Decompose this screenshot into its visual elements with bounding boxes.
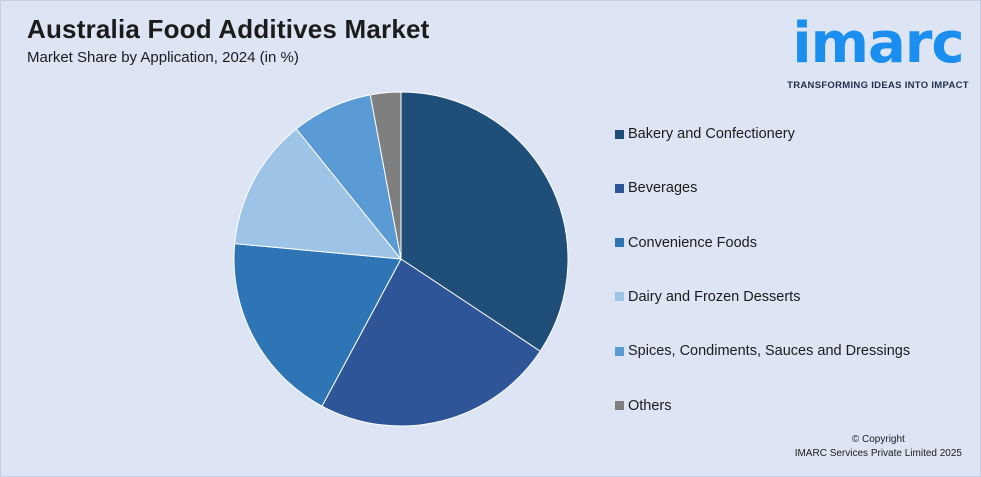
- legend-label: Bakery and Confectionery: [628, 126, 795, 142]
- legend-item: Convenience Foods: [615, 233, 945, 253]
- legend-swatch: [615, 346, 624, 356]
- legend-item: Spices, Condiments, Sauces and Dressings: [615, 341, 945, 361]
- legend-swatch: [615, 238, 624, 248]
- legend-swatch: [615, 401, 624, 410]
- legend-item: Bakery and Confectionery: [615, 124, 945, 144]
- pie-slice-others: [369, 91, 402, 260]
- logo-tagline: TRANSFORMING IDEAS INTO IMPACT: [787, 80, 969, 91]
- imarc-logo: imarc TRANSFORMING IDEAS INTO IMPACT: [785, 13, 975, 93]
- chart-title: Australia Food Additives Market: [27, 14, 430, 44]
- legend-item: Dairy and Frozen Desserts: [615, 287, 945, 307]
- pie-chart: [233, 91, 569, 427]
- pie-slice-beverages: [321, 258, 541, 427]
- legend-swatch: [615, 292, 624, 302]
- legend-swatch: [615, 129, 624, 139]
- legend-label: Dairy and Frozen Desserts: [628, 288, 801, 305]
- legend-label: Others: [628, 397, 672, 414]
- logo-wordmark: imarc: [792, 11, 964, 76]
- legend-label: Spices, Condiments, Sauces and Dressings: [628, 343, 911, 360]
- legend-label: Beverages: [628, 180, 698, 197]
- pie-slice-dairy-and-frozen-desserts: [234, 128, 403, 260]
- legend-swatch: [615, 183, 624, 193]
- chart-subtitle: Market Share by Application, 2024 (in %): [27, 49, 299, 66]
- legend-item: Beverages: [615, 178, 945, 198]
- legend-item: Others: [615, 396, 945, 416]
- copyright-line-2: IMARC Services Private Limited 2025: [794, 448, 962, 459]
- pie-slice-convenience-foods: [233, 243, 402, 407]
- copyright-notice: © Copyright IMARC Services Private Limit…: [795, 433, 962, 461]
- legend-label: Convenience Foods: [628, 234, 757, 251]
- copyright-line-1: © Copyright: [851, 434, 905, 445]
